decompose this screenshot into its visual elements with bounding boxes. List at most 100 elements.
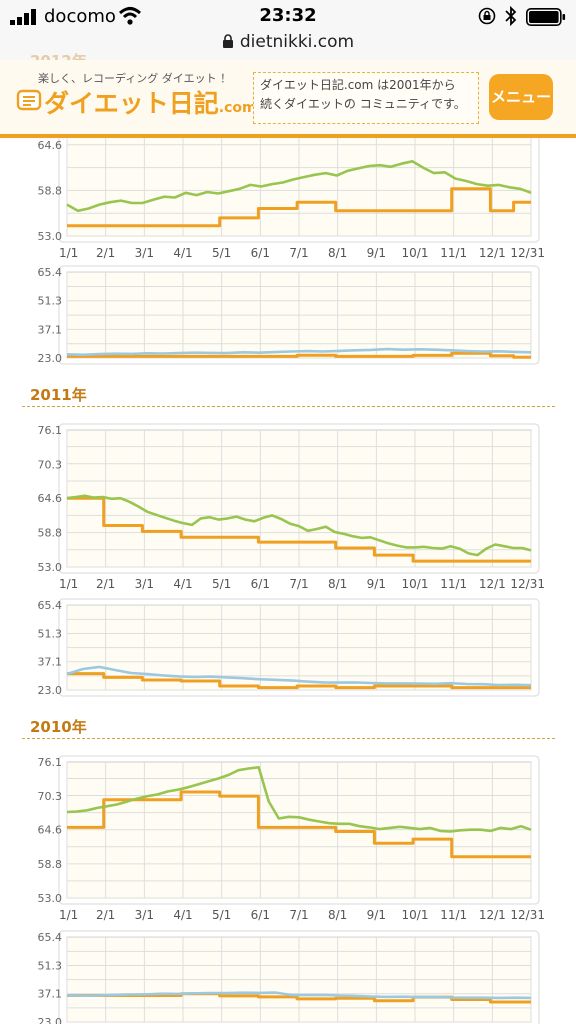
x-tick-label: 1/1 (59, 908, 78, 922)
series-daily (66, 347, 532, 357)
y-tick-label: 37.1 (38, 656, 63, 669)
address-bar[interactable]: dietnikki.com (0, 32, 576, 52)
logo-text: ダイエット日記.com (44, 84, 257, 120)
bluetooth-icon (505, 5, 517, 27)
x-tick-label: 8/1 (328, 246, 347, 260)
y-tick-label: 53.0 (38, 561, 63, 574)
x-tick-label: 6/1 (251, 577, 270, 591)
menu-button[interactable]: メニュー (489, 74, 553, 120)
intro-box: ダイエット日記.com は2001年から 続くダイエットの コミュニティです。 (253, 72, 479, 124)
x-tick-label: 10/1 (402, 246, 429, 260)
x-tick-label: 5/1 (212, 246, 231, 260)
tagline: 楽しく、レコーディング ダイエット ！ (38, 72, 232, 85)
y-tick-label: 23.0 (38, 1016, 63, 1024)
status-bar: docomo 23:32 dietnikki.com (0, 0, 576, 60)
rotation-lock-icon (478, 7, 496, 25)
y-tick-label: 23.0 (38, 352, 63, 365)
x-tick-label: 12/31 (510, 246, 545, 260)
y-tick-label: 53.0 (38, 230, 63, 243)
year-heading-2011: 2011年 (30, 386, 87, 404)
y-tick-label: 58.8 (38, 184, 63, 197)
x-tick-label: 4/1 (173, 577, 192, 591)
x-tick-label: 12/1 (479, 246, 506, 260)
x-tick-label: 2/1 (96, 246, 115, 260)
signal-icon (10, 9, 36, 25)
x-tick-label: 9/1 (367, 908, 386, 922)
x-tick-label: 3/1 (135, 246, 154, 260)
y-tick-label: 65.4 (38, 266, 63, 279)
x-tick-label: 4/1 (173, 246, 192, 260)
intro-line-2: 続くダイエットの コミュニティです。 (260, 97, 466, 111)
x-tick-label: 5/1 (212, 908, 231, 922)
x-tick-label: 10/1 (402, 908, 429, 922)
x-tick-label: 8/1 (328, 577, 347, 591)
y-tick-label: 53.0 (38, 892, 63, 905)
url-text: dietnikki.com (239, 32, 355, 52)
y-tick-label: 76.1 (38, 756, 63, 769)
x-tick-label: 7/1 (289, 577, 308, 591)
x-tick-label: 2/1 (96, 577, 115, 591)
x-tick-label: 2/1 (96, 908, 115, 922)
y-tick-label: 51.3 (38, 295, 63, 308)
series-monthly-average (67, 672, 531, 690)
x-tick-label: 9/1 (367, 577, 386, 591)
carrier-label: docomo (44, 6, 116, 27)
x-tick-label: 3/1 (135, 908, 154, 922)
y-tick-label: 64.6 (38, 492, 63, 505)
x-tick-label: 1/1 (59, 577, 78, 591)
x-tick-label: 9/1 (367, 246, 386, 260)
intro-line-1: ダイエット日記.com は2001年から (260, 78, 456, 92)
series-monthly-average (67, 790, 531, 859)
y-tick-label: 65.4 (38, 931, 63, 944)
series-daily (66, 665, 532, 687)
x-tick-label: 5/1 (212, 577, 231, 591)
y-tick-label: 64.6 (38, 139, 63, 152)
x-tick-label: 6/1 (251, 246, 270, 260)
logo-suffix: .com (218, 100, 257, 116)
x-tick-label: 3/1 (135, 577, 154, 591)
x-tick-label: 11/1 (440, 246, 467, 260)
x-tick-label: 7/1 (289, 908, 308, 922)
x-tick-label: 7/1 (289, 246, 308, 260)
x-tick-label: 11/1 (440, 908, 467, 922)
x-tick-label: 8/1 (328, 908, 347, 922)
y-tick-label: 58.8 (38, 858, 63, 871)
year-divider (22, 738, 555, 739)
x-tick-label: 10/1 (402, 577, 429, 591)
y-tick-label: 51.3 (38, 627, 63, 640)
y-tick-label: 37.1 (38, 323, 63, 336)
x-tick-label: 4/1 (173, 908, 192, 922)
x-tick-label: 12/31 (510, 908, 545, 922)
x-tick-label: 12/31 (510, 577, 545, 591)
lock-icon (222, 34, 233, 48)
x-tick-label: 12/1 (479, 577, 506, 591)
battery-icon (526, 8, 566, 26)
series-daily (66, 494, 532, 557)
y-tick-label: 58.8 (38, 527, 63, 540)
series-daily (66, 160, 532, 213)
series-daily (66, 765, 532, 833)
x-tick-label: 11/1 (440, 577, 467, 591)
x-tick-label: 1/1 (59, 246, 78, 260)
notebook-icon (16, 89, 42, 111)
series-monthly-average (67, 351, 531, 359)
x-tick-label: 6/1 (251, 908, 270, 922)
year-divider (22, 406, 555, 407)
header-divider (0, 134, 576, 138)
series-daily (66, 991, 532, 1000)
y-tick-label: 65.4 (38, 599, 63, 612)
clock-time: 23:32 (259, 5, 317, 26)
y-tick-label: 70.3 (38, 790, 63, 803)
y-tick-label: 23.0 (38, 684, 63, 697)
series-monthly-average (67, 187, 531, 228)
y-tick-label: 51.3 (38, 959, 63, 972)
wifi-icon (118, 7, 142, 25)
y-tick-label: 37.1 (38, 988, 63, 1001)
series-monthly-average (67, 496, 531, 563)
year-heading-2010: 2010年 (30, 718, 87, 736)
x-tick-label: 12/1 (479, 908, 506, 922)
y-tick-label: 64.6 (38, 824, 63, 837)
y-tick-label: 76.1 (38, 424, 63, 437)
y-tick-label: 70.3 (38, 458, 63, 471)
